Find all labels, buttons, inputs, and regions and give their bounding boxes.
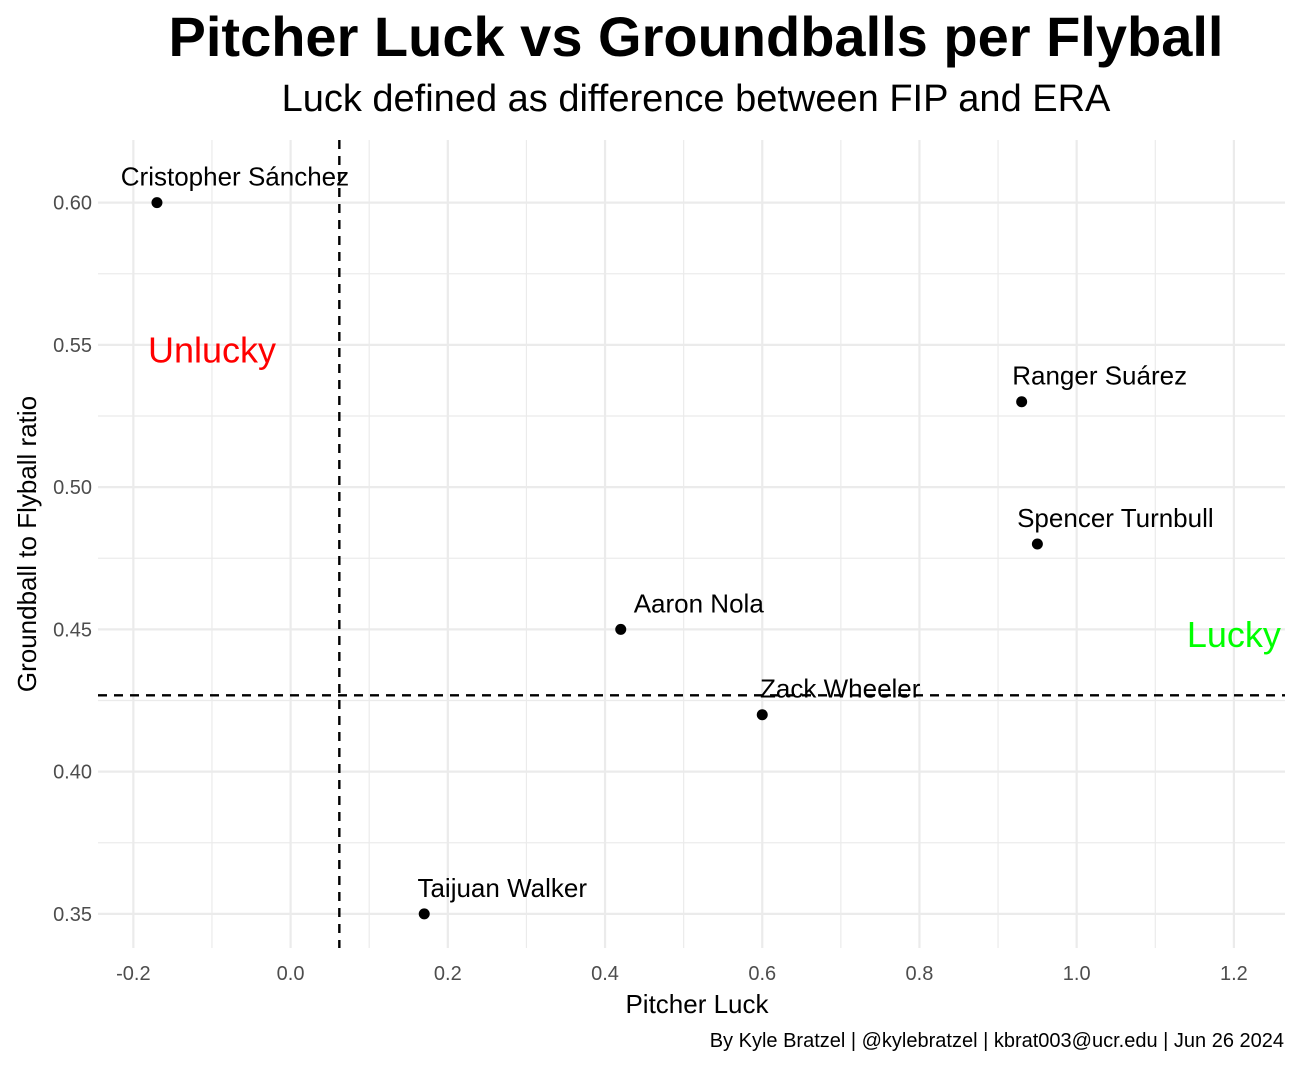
y-tick-label: 0.60 (53, 193, 92, 215)
point-label: Spencer Turnbull (1017, 503, 1214, 533)
x-axis-label: Pitcher Luck (625, 989, 769, 1019)
x-tick-label: 0.6 (748, 963, 776, 985)
y-tick-labels: 0.35 0.40 0.45 0.50 0.55 0.60 (53, 193, 92, 926)
grid (98, 140, 1285, 948)
data-point (151, 197, 163, 209)
y-axis-label: Groundball to Flyball ratio (12, 396, 42, 692)
caption: By Kyle Bratzel | @kylebratzel | kbrat00… (709, 1030, 1284, 1052)
y-tick-label: 0.50 (53, 477, 92, 499)
y-tick-label: 0.55 (53, 335, 92, 357)
point-label: Zack Wheeler (760, 674, 921, 704)
chart-title: Pitcher Luck vs Groundballs per Flyball (168, 5, 1224, 68)
annotation-lucky: Lucky (1187, 614, 1281, 655)
data-point (756, 709, 768, 721)
chart-subtitle: Luck defined as difference between FIP a… (281, 78, 1111, 120)
y-tick-label: 0.40 (53, 762, 92, 784)
x-tick-label: 0.4 (591, 963, 619, 985)
x-tick-label: 1.0 (1063, 963, 1091, 985)
x-tick-label: 0.2 (434, 963, 462, 985)
x-tick-label: 0.0 (277, 963, 305, 985)
annotations: Unlucky Lucky (148, 330, 1281, 656)
x-tick-label: 0.8 (906, 963, 934, 985)
x-tick-label: -0.2 (116, 963, 150, 985)
data-points (151, 197, 1043, 920)
point-label: Taijuan Walker (417, 873, 587, 903)
point-label: Ranger Suárez (1012, 361, 1187, 391)
reference-lines (98, 140, 1285, 948)
data-point (1031, 538, 1043, 550)
point-label: Cristopher Sánchez (121, 162, 349, 192)
point-label: Aaron Nola (634, 588, 765, 618)
y-tick-label: 0.35 (53, 904, 92, 926)
y-tick-label: 0.45 (53, 619, 92, 641)
x-tick-labels: -0.2 0.0 0.2 0.4 0.6 0.8 1.0 1.2 (116, 963, 1248, 985)
data-point (615, 623, 627, 635)
point-labels: Cristopher Sánchez Ranger Suárez Spencer T… (121, 162, 1214, 903)
annotation-unlucky: Unlucky (148, 330, 276, 371)
x-tick-label: 1.2 (1220, 963, 1248, 985)
data-point (1016, 396, 1028, 408)
data-point (418, 908, 430, 920)
